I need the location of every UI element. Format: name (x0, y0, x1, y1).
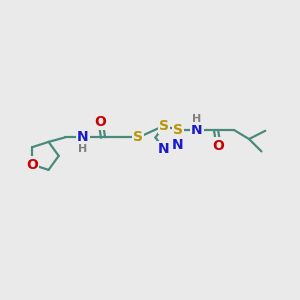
Text: N: N (172, 138, 184, 152)
Text: S: S (173, 123, 183, 137)
Text: O: O (212, 139, 224, 152)
Text: N: N (191, 123, 203, 137)
Text: N: N (158, 142, 170, 156)
Text: H: H (192, 114, 202, 124)
Text: N: N (77, 130, 89, 145)
Text: O: O (95, 115, 106, 129)
Text: H: H (78, 144, 88, 154)
Text: S: S (159, 119, 169, 133)
Text: O: O (26, 158, 38, 172)
Text: S: S (134, 130, 143, 145)
